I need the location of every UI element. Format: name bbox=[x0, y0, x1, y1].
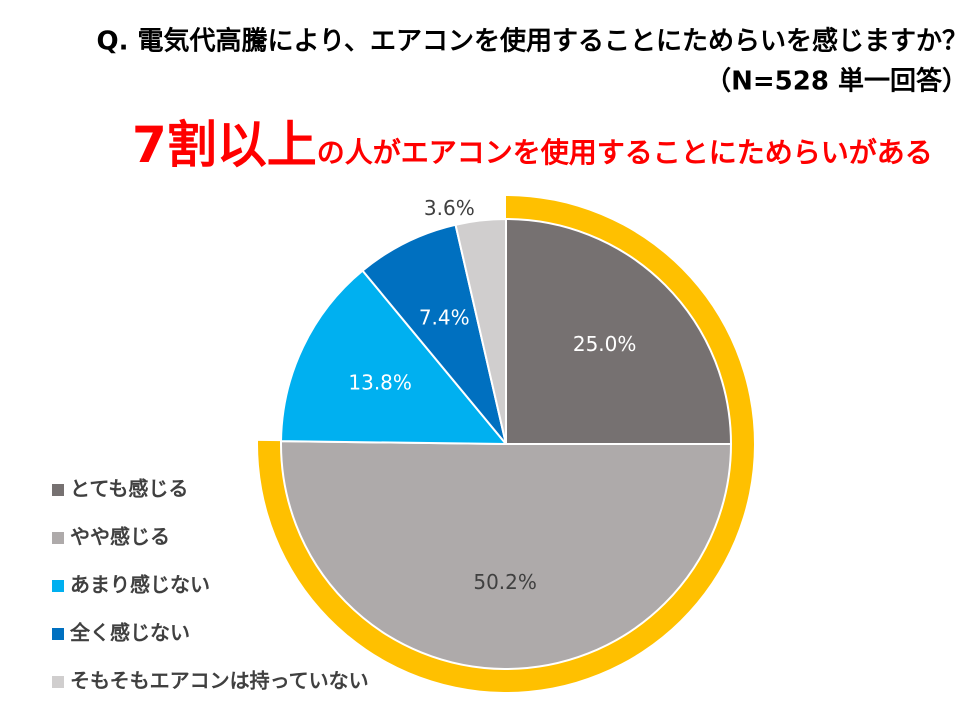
data-label: 3.6% bbox=[424, 196, 475, 220]
pie-slice bbox=[505, 217, 733, 445]
headline-text: の人がエアコンを使用することにためらいがある bbox=[317, 136, 933, 169]
legend-swatch bbox=[52, 532, 64, 544]
legend-label: あまり感じない bbox=[70, 573, 210, 597]
pie-slice bbox=[280, 440, 733, 670]
legend-swatch bbox=[52, 484, 64, 496]
data-label: 7.4% bbox=[419, 305, 470, 329]
pie-slice bbox=[454, 217, 507, 445]
chart-subtitle: （N=528 単一回答） bbox=[705, 66, 968, 97]
data-label: 25.0% bbox=[573, 332, 637, 356]
data-label: 50.2% bbox=[473, 570, 537, 594]
legend-label: やや感じる bbox=[70, 525, 170, 549]
pie-slice bbox=[361, 223, 507, 445]
legend-swatch bbox=[52, 580, 64, 592]
legend-label: 全く感じない bbox=[69, 621, 190, 645]
chart-title: Q. 電気代高騰により、エアコンを使用することにためらいを感じますか？ bbox=[97, 26, 968, 57]
legend-swatch bbox=[52, 628, 64, 640]
legend-swatch bbox=[52, 676, 64, 688]
pie-slice bbox=[280, 269, 509, 446]
legend-label: そもそもエアコンは持っていない bbox=[70, 669, 369, 693]
legend-label: とても感じる bbox=[70, 477, 188, 501]
headline-emphasis: 7割以上 bbox=[132, 116, 317, 174]
data-label: 13.8% bbox=[348, 370, 412, 394]
headline: 7割以上の人がエアコンを使用することにためらいがある bbox=[132, 116, 933, 174]
